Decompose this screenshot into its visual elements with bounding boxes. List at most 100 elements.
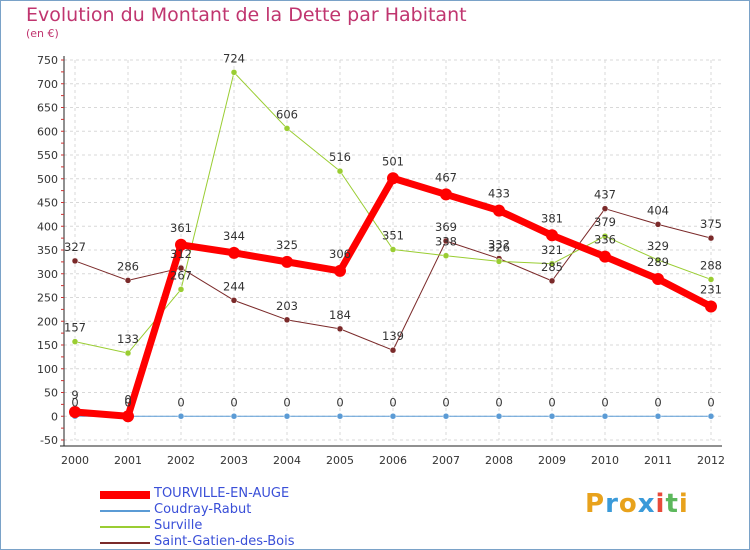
data-label: 0 xyxy=(389,395,396,409)
y-tick-label: 350 xyxy=(37,244,58,257)
data-label: 184 xyxy=(329,308,351,322)
data-point xyxy=(442,252,450,259)
data-label: 327 xyxy=(64,240,86,254)
data-label: 433 xyxy=(488,187,510,201)
data-point xyxy=(283,413,291,420)
data-label: 0 xyxy=(283,395,290,409)
data-point xyxy=(442,413,450,420)
x-tick-label: 2011 xyxy=(644,454,672,467)
data-point xyxy=(230,69,238,76)
data-point xyxy=(71,338,79,345)
y-tick-label: 100 xyxy=(37,363,58,376)
data-label: 375 xyxy=(700,217,722,231)
data-point xyxy=(124,277,132,284)
data-label: 0 xyxy=(442,395,449,409)
data-point xyxy=(336,325,344,333)
y-tick-label: 400 xyxy=(37,220,58,233)
x-tick-label: 2002 xyxy=(167,454,195,467)
data-label: 0 xyxy=(336,395,343,409)
y-tick-label: 200 xyxy=(37,315,58,328)
y-tick-label: 500 xyxy=(37,173,58,186)
data-point xyxy=(387,172,399,185)
legend-swatch xyxy=(100,526,150,528)
data-label: 351 xyxy=(382,229,404,243)
y-tick-label: -50 xyxy=(40,434,58,447)
data-point xyxy=(334,264,346,277)
data-label: 338 xyxy=(435,235,457,249)
data-point xyxy=(175,238,187,251)
data-point xyxy=(601,413,609,420)
data-label: 289 xyxy=(647,255,669,269)
legend-label: TOURVILLE-EN-AUGE xyxy=(154,486,290,501)
y-tick-label: 600 xyxy=(37,125,58,138)
data-point xyxy=(654,221,662,228)
chart-title: Evolution du Montant de la Dette par Hab… xyxy=(26,4,467,26)
data-point xyxy=(548,260,556,268)
data-label: 344 xyxy=(223,229,245,243)
data-label: 0 xyxy=(124,395,131,409)
data-point xyxy=(228,246,240,259)
data-point xyxy=(389,246,397,253)
data-label: 312 xyxy=(170,247,192,261)
x-tick-label: 2005 xyxy=(326,454,354,467)
data-point xyxy=(652,272,664,285)
legend-label: Surville xyxy=(154,518,203,533)
legend-swatch xyxy=(100,542,150,544)
data-point xyxy=(442,237,450,245)
x-tick-label: 2006 xyxy=(379,454,407,467)
data-point xyxy=(124,349,132,357)
data-label: 381 xyxy=(541,211,563,225)
y-tick-label: 0 xyxy=(51,410,58,423)
data-label: 306 xyxy=(329,247,351,261)
data-point xyxy=(654,413,662,420)
data-label: 0 xyxy=(230,395,237,409)
data-label: 501 xyxy=(382,154,404,168)
data-label: 0 xyxy=(654,395,661,409)
data-label: 0 xyxy=(124,392,131,406)
legend-label: Coudray-Rabut xyxy=(154,502,252,517)
data-point xyxy=(283,125,291,132)
data-point xyxy=(71,257,79,265)
data-label: 0 xyxy=(548,395,555,409)
data-label: 321 xyxy=(541,243,563,257)
data-label: 244 xyxy=(223,279,245,293)
data-label: 437 xyxy=(594,188,616,202)
data-point xyxy=(707,234,715,242)
data-point xyxy=(281,255,293,268)
data-point xyxy=(495,413,503,420)
data-label: 286 xyxy=(117,259,139,273)
data-point xyxy=(705,300,717,313)
data-label: 404 xyxy=(647,203,669,217)
x-tick-label: 2004 xyxy=(273,454,301,467)
data-label: 606 xyxy=(276,107,298,121)
data-label: 516 xyxy=(329,150,351,164)
data-label: 361 xyxy=(170,221,192,235)
data-label: 0 xyxy=(601,395,608,409)
data-label: 288 xyxy=(700,258,722,272)
data-label: 157 xyxy=(64,321,86,335)
y-tick-label: 550 xyxy=(37,149,58,162)
data-point xyxy=(546,229,558,242)
data-point xyxy=(440,188,452,201)
x-tick-label: 2000 xyxy=(61,454,89,467)
data-point xyxy=(599,250,611,263)
data-label: 325 xyxy=(276,238,298,252)
data-label: 231 xyxy=(700,283,722,297)
data-point xyxy=(548,413,556,420)
data-point xyxy=(177,286,185,293)
data-point xyxy=(230,297,238,304)
y-tick-label: 300 xyxy=(37,268,58,281)
data-point xyxy=(389,346,397,354)
data-label: 267 xyxy=(170,268,192,282)
y-tick-label: 50 xyxy=(44,387,58,400)
data-point xyxy=(707,276,715,283)
data-label: 9 xyxy=(71,388,78,402)
data-label: 329 xyxy=(647,239,669,253)
x-tick-label: 2003 xyxy=(220,454,248,467)
data-label: 133 xyxy=(117,332,139,346)
data-label: 724 xyxy=(223,51,245,65)
x-tick-label: 2012 xyxy=(697,454,725,467)
data-point xyxy=(283,316,291,324)
y-tick-label: 700 xyxy=(37,78,58,91)
x-tick-label: 2001 xyxy=(114,454,142,467)
